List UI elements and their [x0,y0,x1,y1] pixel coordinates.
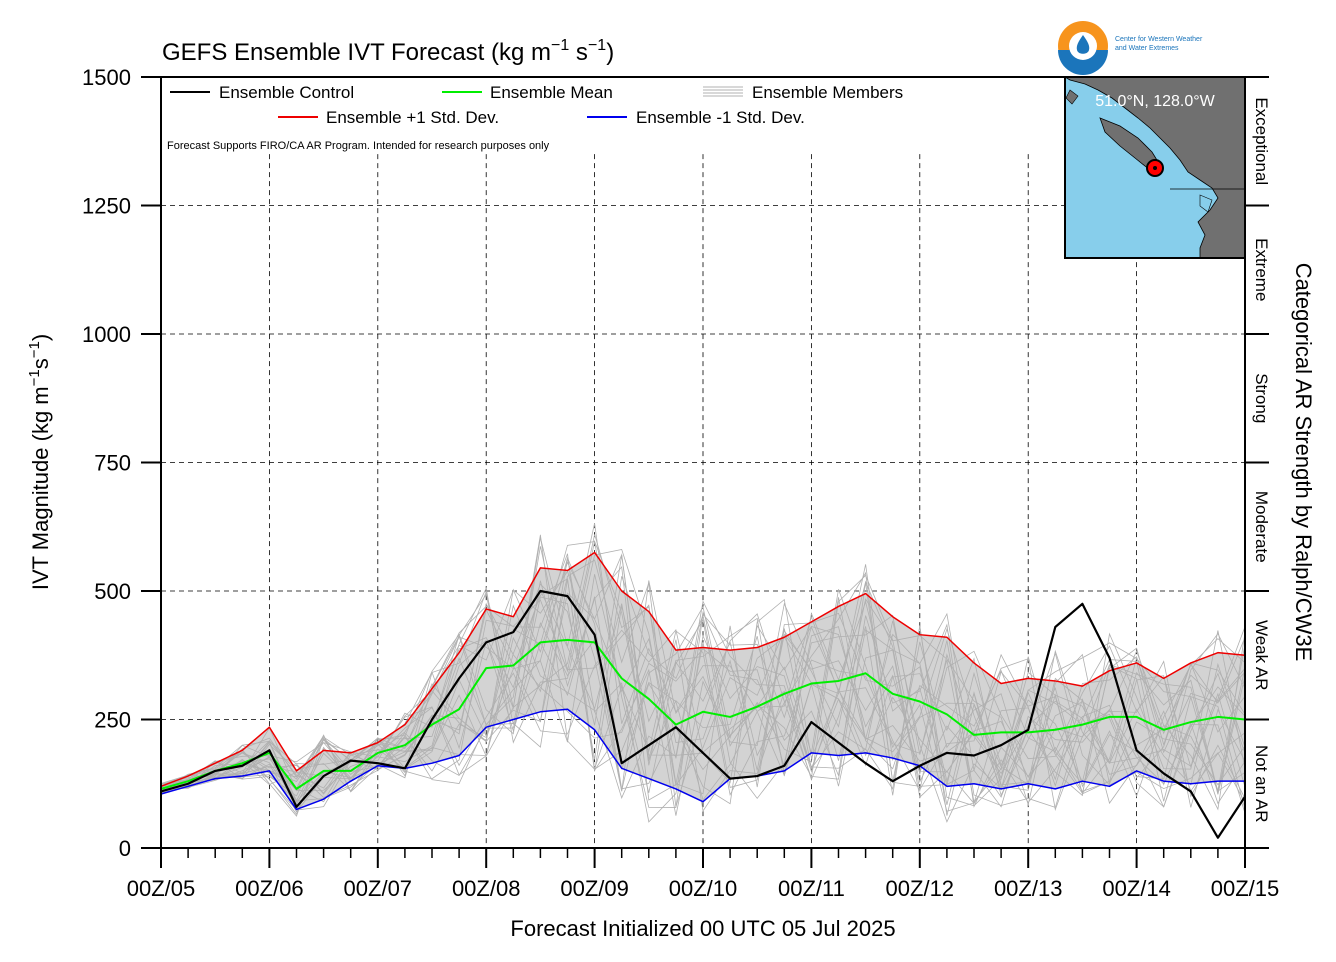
category-label: Exceptional [1252,97,1271,185]
legend: Ensemble Control Ensemble Mean Ensemble … [167,83,903,152]
series-line-mean [160,638,1246,790]
series-line-plus [160,551,1246,788]
legend-control: Ensemble Control [219,83,354,102]
x-tick-label: 00Z/09 [560,876,629,901]
y-tick-label: 250 [94,708,131,733]
x-tick-label: 00Z/06 [235,876,304,901]
location-label: 51.0°N, 128.0°W [1095,93,1215,110]
research-note: Forecast Supports FIRO/CA AR Program. In… [167,140,550,152]
x-tick-label: 00Z/11 [778,876,845,901]
member-line [160,589,1246,813]
member-line [160,570,1246,811]
category-label: Moderate [1252,491,1271,563]
series-line-minus [160,708,1245,811]
x-tick-label: 00Z/12 [886,876,955,901]
member-line [160,579,1246,797]
y-axis: 0 250 500 750 1000 1250 1500 [82,65,161,861]
y-tick-label: 1000 [82,322,131,347]
legend-mean: Ensemble Mean [490,83,613,102]
x-tick-label: 00Z/07 [344,876,413,901]
y-tick-label: 1250 [82,194,131,219]
x-axis: 00Z/05 00Z/06 00Z/07 00Z/08 00Z/09 00Z/10 00Z/… [127,848,1280,901]
category-axis: Not an AR Weak AR Moderate Strong Extreme Exc… [1244,76,1271,849]
cw3e-logo: Center for Western Weather and Water Ext… [1058,21,1203,75]
x-tick-label: 00Z/13 [994,876,1063,901]
category-label: Extreme [1252,238,1271,301]
legend-minus: Ensemble -1 Std. Dev. [636,108,805,127]
member-line [160,574,1246,808]
chart-title: GEFS Ensemble IVT Forecast (kg m−1 s−1) [162,37,614,66]
y-tick-label: 500 [94,579,131,604]
x-tick-label: 00Z/05 [127,876,196,901]
svg-text:and Water Extremes: and Water Extremes [1115,45,1179,52]
location-inset-map: 51.0°N, 128.0°W [1063,76,1246,259]
category-label: Not an AR [1252,745,1271,823]
legend-plus: Ensemble +1 Std. Dev. [326,108,499,127]
x-tick-label: 00Z/15 [1211,876,1280,901]
y-tick-label: 750 [94,451,131,476]
legend-members-swatch [703,86,743,97]
x-tick-label: 00Z/14 [1102,876,1171,901]
x-tick-label: 00Z/10 [669,876,738,901]
member-line [160,555,1246,816]
series-lines [160,551,1246,839]
y-tick-label: 0 [119,836,131,861]
member-line [160,541,1246,808]
legend-members: Ensemble Members [752,83,903,102]
member-line [160,589,1246,812]
member-line [160,539,1246,817]
y-tick-label: 1500 [82,65,131,90]
category-label: Weak AR [1252,620,1271,691]
member-line [160,553,1246,816]
y-axis-label: IVT Magnitude (kg m−1s−1) [26,334,53,590]
x-axis-label: Forecast Initialized 00 UTC 05 Jul 2025 [510,916,895,941]
x-tick-label: 00Z/08 [452,876,521,901]
right-axis-label: Categorical AR Strength by Ralph/CW3E [1291,263,1316,662]
series-line-control [160,589,1246,839]
category-label: Strong [1252,373,1271,423]
svg-text:Center for Western Weather: Center for Western Weather [1115,36,1203,43]
